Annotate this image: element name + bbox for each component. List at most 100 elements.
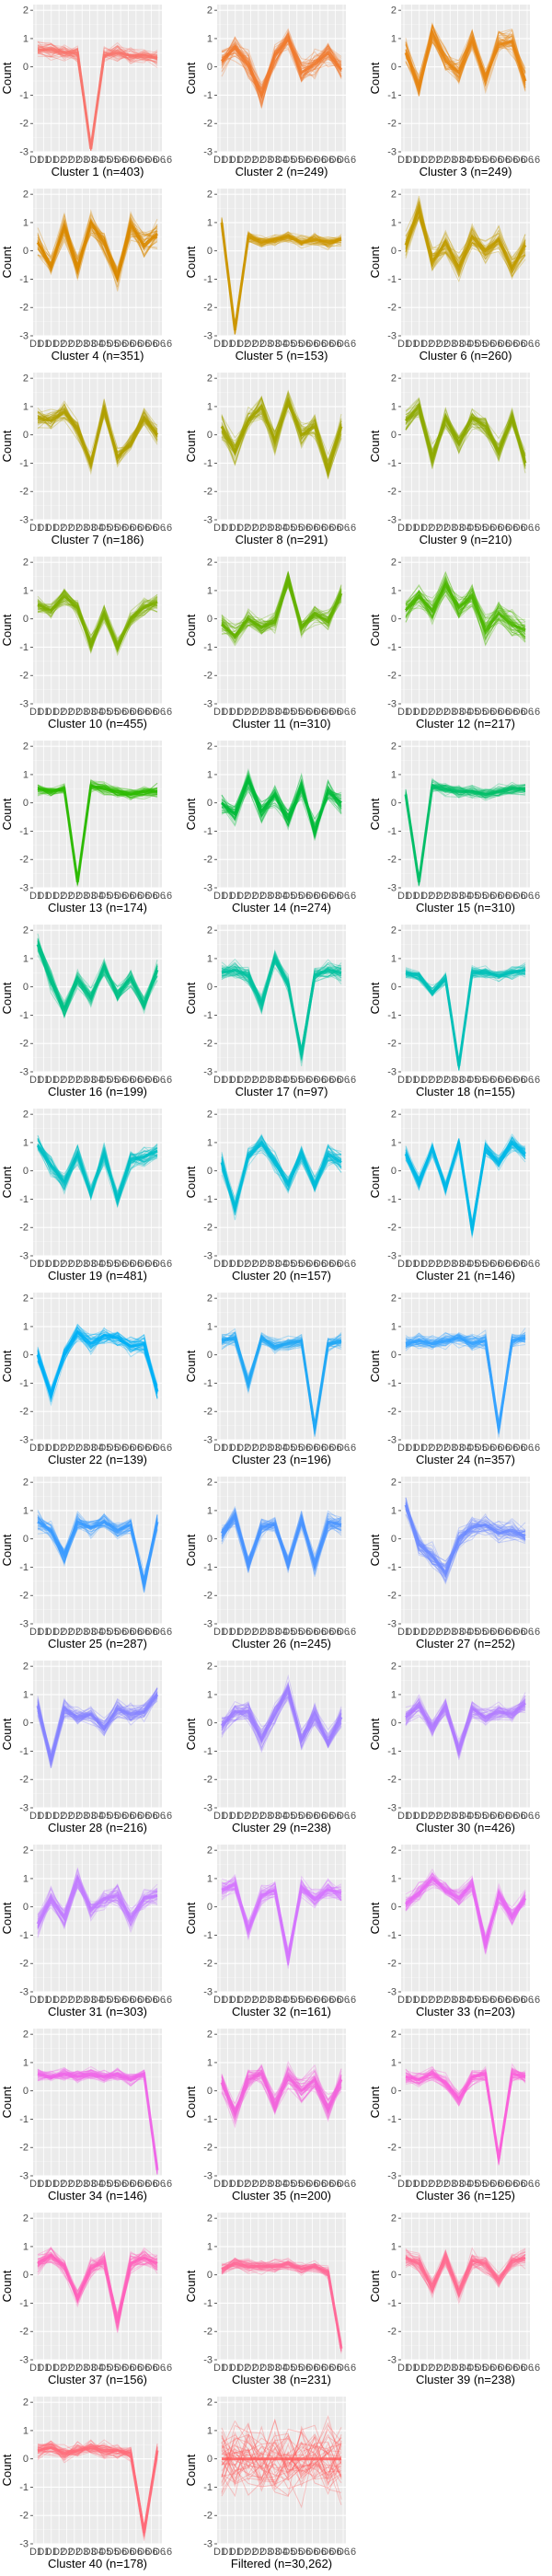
- x-tick-label: D6: [153, 339, 166, 350]
- y-tick-label: 2: [23, 1478, 29, 1489]
- series-lines: [404, 1497, 526, 1585]
- series-line: [405, 580, 526, 627]
- y-tick-label: 1: [207, 1689, 213, 1700]
- x-tick-label: D6: [145, 1259, 158, 1270]
- series-centroid-line: [404, 203, 527, 271]
- y-tick-label: 0: [391, 62, 397, 73]
- y-tick-label: 2: [207, 1294, 213, 1305]
- y-tick-label: 1: [207, 33, 213, 44]
- cluster-panel: -3-2-1012D1D1D1D2D2D2D3D3D4D5D5D6D6D6D6D…: [0, 925, 172, 1098]
- y-tick-label: 2: [391, 1662, 397, 1673]
- x-tick-label: D6: [498, 339, 511, 350]
- x-tick-label: D6: [329, 891, 342, 902]
- x-tick-label: D6: [505, 1075, 518, 1086]
- y-tick-label: -3: [19, 1251, 29, 1262]
- y-tick-label: -3: [203, 1619, 213, 1630]
- x-tick-label: D2: [436, 523, 449, 534]
- y-tick-label: 1: [23, 1137, 29, 1148]
- x-tick-label: D2: [60, 1627, 73, 1638]
- x-tick-label: D6: [505, 891, 518, 902]
- y-tick-label: -3: [19, 1067, 29, 1078]
- x-tick-label: D4: [91, 1443, 104, 1454]
- y-tick-label: -1: [203, 274, 213, 285]
- x-tick-label: D5: [291, 1627, 304, 1638]
- x-tick-label: D2: [420, 1075, 433, 1086]
- y-tick-label: -2: [19, 1959, 29, 1970]
- series-line: [37, 1140, 158, 1202]
- x-tick-label: D4: [91, 1075, 104, 1086]
- y-tick-label: 2: [391, 742, 397, 753]
- y-tick-label: 1: [391, 2057, 397, 2068]
- x-tick-label: D1: [29, 1259, 42, 1270]
- x-tick-label: D5: [107, 707, 120, 718]
- cluster-panel: -3-2-1012D1D1D1D2D2D2D3D3D4D5D5D6D6D6D6D…: [184, 1845, 356, 2018]
- y-tick-label: -2: [19, 2511, 29, 2522]
- x-tick-label: D6: [130, 1811, 143, 1822]
- y-axis-title: Count: [184, 430, 198, 462]
- y-tick-label: 2: [23, 742, 29, 753]
- x-tick-label: D6: [298, 339, 311, 350]
- x-tick-label: D2: [252, 891, 265, 902]
- series-line: [37, 596, 158, 651]
- y-tick-label: 1: [391, 2241, 397, 2252]
- panel-title: Cluster 1 (n=403): [52, 165, 144, 178]
- x-tick-label: D1: [221, 523, 234, 534]
- series-lines: [221, 768, 342, 841]
- y-axis-title: Count: [0, 1534, 14, 1566]
- x-tick-label: D2: [420, 1443, 433, 1454]
- y-tick-label: 1: [23, 2425, 29, 2436]
- y-tick-label: -1: [19, 1562, 29, 1573]
- series-lines: [220, 1505, 342, 1577]
- cluster-panel: -3-2-1012D1D1D1D2D2D2D3D3D4D5D5D6D6D6D6D…: [0, 2029, 172, 2202]
- cluster-panel: -3-2-1012D1D1D1D2D2D2D3D3D4D5D5D6D6D6D6D…: [368, 1293, 540, 1466]
- x-tick-label: D2: [236, 1075, 249, 1086]
- panel-title: Cluster 25 (n=287): [48, 1637, 147, 1650]
- y-tick-label: 0: [207, 2086, 213, 2097]
- x-tick-label-tail: .6: [348, 1995, 356, 2006]
- x-tick-label: D2: [252, 1259, 265, 1270]
- cluster-panel: -3-2-1012D1D1D1D2D2D2D3D3D4D5D5D6D6D6D6D…: [184, 741, 356, 914]
- y-axis-title: Count: [184, 1902, 198, 1934]
- series-line: [405, 1501, 526, 1570]
- x-tick-label: D2: [244, 339, 257, 350]
- x-tick-label: D1: [37, 1811, 50, 1822]
- series-line: [405, 575, 526, 632]
- x-tick-label: D3: [443, 1075, 456, 1086]
- x-tick-label: D2: [52, 1811, 65, 1822]
- y-tick-label: -3: [387, 515, 397, 526]
- y-tick-label: 0: [23, 62, 29, 73]
- x-tick-label: D2: [420, 891, 433, 902]
- y-tick-label: -2: [387, 855, 397, 866]
- series-centroid-line: [36, 219, 158, 282]
- x-tick-label: D4: [459, 523, 472, 534]
- cluster-panel: -3-2-1012D1D1D1D2D2D2D3D3D4D5D5D6D6D6D6D…: [368, 5, 540, 178]
- x-tick-label: D6: [314, 1075, 327, 1086]
- y-tick-label: -3: [387, 147, 397, 158]
- y-tick-label: 1: [23, 1689, 29, 1700]
- cluster-panel: -3-2-1012D1D1D1D2D2D2D3D3D4D5D5D6D6D6D6D…: [368, 557, 540, 730]
- x-tick-label: D6: [121, 1627, 134, 1638]
- x-tick-label: D6: [121, 1259, 134, 1270]
- x-tick-label: D6: [505, 1259, 518, 1270]
- y-tick-label: 1: [391, 1137, 397, 1148]
- y-tick-label: 0: [23, 246, 29, 257]
- x-tick-label: D1: [413, 1443, 426, 1454]
- x-tick-label: D5: [282, 891, 295, 902]
- y-tick-label: 2: [23, 1110, 29, 1121]
- y-tick-label: 1: [207, 769, 213, 780]
- x-tick-label-tail: .6: [164, 1811, 172, 1822]
- y-axis-title: Count: [0, 2086, 14, 2118]
- y-tick-label: 0: [23, 1902, 29, 1913]
- y-tick-label: 0: [207, 1534, 213, 1545]
- x-tick-label: D6: [314, 523, 327, 534]
- x-tick-label: D3: [259, 1259, 272, 1270]
- x-tick-label: D3: [452, 891, 465, 902]
- series-line: [405, 585, 526, 646]
- series-lines: [37, 778, 158, 887]
